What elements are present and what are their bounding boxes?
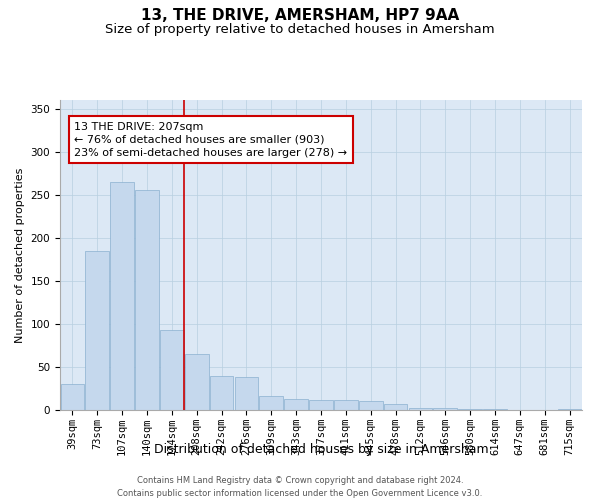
- Bar: [359, 402, 383, 410]
- Text: 13, THE DRIVE, AMERSHAM, HP7 9AA: 13, THE DRIVE, AMERSHAM, HP7 9AA: [141, 8, 459, 22]
- Bar: [284, 399, 308, 410]
- Bar: [458, 409, 482, 410]
- Bar: [110, 182, 134, 410]
- Bar: [61, 384, 84, 410]
- Bar: [235, 378, 258, 410]
- Bar: [135, 190, 159, 410]
- Text: Distribution of detached houses by size in Amersham: Distribution of detached houses by size …: [154, 442, 488, 456]
- Bar: [334, 400, 358, 410]
- Bar: [384, 404, 407, 410]
- Bar: [558, 409, 581, 410]
- Text: Size of property relative to detached houses in Amersham: Size of property relative to detached ho…: [105, 22, 495, 36]
- Text: Contains HM Land Registry data © Crown copyright and database right 2024.
Contai: Contains HM Land Registry data © Crown c…: [118, 476, 482, 498]
- Bar: [210, 376, 233, 410]
- Bar: [259, 396, 283, 410]
- Text: 13 THE DRIVE: 207sqm
← 76% of detached houses are smaller (903)
23% of semi-deta: 13 THE DRIVE: 207sqm ← 76% of detached h…: [74, 122, 347, 158]
- Bar: [483, 409, 507, 410]
- Bar: [433, 408, 457, 410]
- Bar: [409, 408, 432, 410]
- Bar: [85, 250, 109, 410]
- Bar: [185, 354, 209, 410]
- Y-axis label: Number of detached properties: Number of detached properties: [15, 168, 25, 342]
- Bar: [309, 400, 333, 410]
- Bar: [160, 330, 184, 410]
